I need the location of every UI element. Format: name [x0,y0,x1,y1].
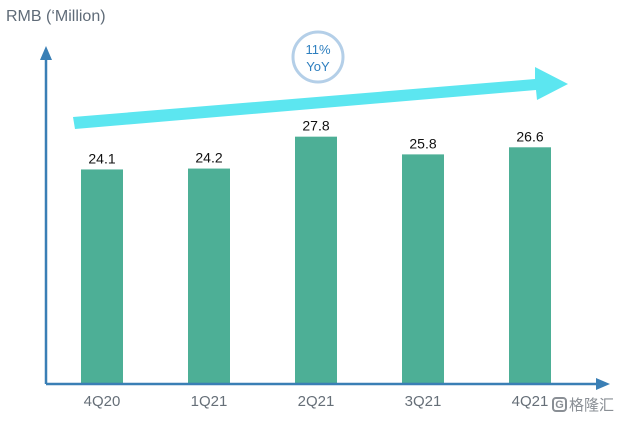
watermark-text: 格隆汇 [569,397,615,414]
value-label-1Q21: 24.2 [195,150,222,166]
value-label-2Q21: 27.8 [302,118,329,134]
watermark: G 格隆汇 [552,394,614,415]
yoy-circle [291,30,345,84]
category-label-4Q20: 4Q20 [84,393,121,410]
category-label-4Q21: 4Q21 [512,393,549,410]
bar-4Q20 [81,169,123,383]
y-axis-unit-label: RMB (‘Million) [6,8,106,25]
bar-1Q21 [188,168,230,383]
category-labels-layer: 4Q20 1Q21 2Q21 3Q21 4Q21 [84,393,549,410]
trend-arrow [73,67,568,129]
bar-2Q21 [295,136,337,383]
x-axis-arrowhead [596,378,610,390]
bar-3Q21 [402,154,444,383]
category-label-3Q21: 3Q21 [405,393,442,410]
yoy-percent-label: 11% [305,42,330,57]
value-labels-layer: 24.1 24.2 27.8 25.8 26.6 [88,118,543,167]
value-label-4Q20: 24.1 [88,150,115,166]
yoy-label: YoY [306,59,330,74]
bar-4Q21 [509,147,551,383]
watermark-logo-icon: G [552,397,567,412]
value-label-4Q21: 26.6 [516,128,543,144]
category-label-1Q21: 1Q21 [191,393,228,410]
value-label-3Q21: 25.8 [409,135,436,151]
y-axis-arrowhead [40,46,52,60]
category-label-2Q21: 2Q21 [298,393,335,410]
bars-layer [81,136,551,383]
